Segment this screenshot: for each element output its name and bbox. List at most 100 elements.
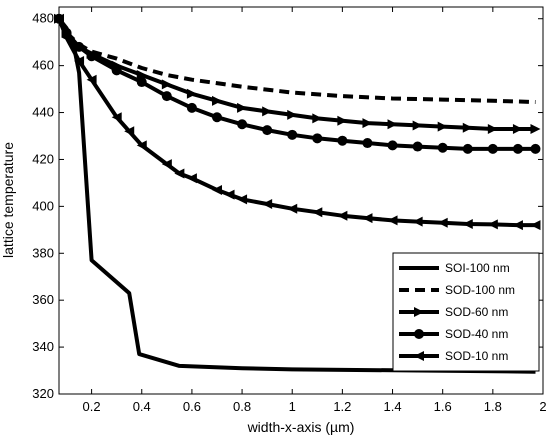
y-tick-label: 400 — [32, 198, 54, 213]
data-point — [387, 140, 398, 151]
data-point — [161, 159, 172, 170]
data-point — [512, 123, 523, 134]
data-point — [487, 219, 498, 230]
data-point — [124, 126, 135, 137]
legend-label: SOD-10 nm — [445, 349, 508, 363]
data-point — [487, 143, 498, 154]
data-point — [462, 143, 473, 154]
series-line — [57, 17, 536, 374]
legend-label: SOD-60 nm — [445, 305, 508, 319]
series-layer — [54, 13, 541, 374]
data-point — [61, 32, 72, 43]
x-tick-label: 0.4 — [133, 399, 151, 414]
data-point — [211, 112, 222, 123]
data-point — [437, 142, 448, 153]
data-point — [362, 118, 373, 129]
data-point — [512, 143, 523, 154]
legend-label: SOD-100 nm — [445, 283, 515, 297]
y-tick-label: 360 — [32, 292, 54, 307]
data-point — [337, 210, 348, 221]
y-axis-ticks: 320 340 360 380 400 420 440 460 480 — [32, 11, 543, 401]
data-point — [362, 213, 373, 224]
series-sod-40-nm — [54, 13, 541, 154]
x-tick-label: 0.8 — [233, 399, 251, 414]
y-tick-label: 320 — [32, 386, 54, 401]
data-point — [462, 122, 473, 133]
data-point — [530, 220, 541, 231]
data-point — [530, 123, 541, 134]
data-point — [174, 168, 185, 179]
y-tick-label: 460 — [32, 58, 54, 73]
y-tick-label: 480 — [32, 11, 54, 26]
y-tick-label: 440 — [32, 105, 54, 120]
legend-label: SOD-40 nm — [445, 327, 508, 341]
series-sod-10-nm — [54, 13, 541, 231]
data-point — [86, 51, 97, 62]
data-point — [362, 138, 373, 149]
x-tick-label: 1.6 — [434, 399, 452, 414]
data-point — [530, 143, 541, 154]
data-point — [86, 74, 97, 85]
legend-label: SOI-100 nm — [445, 261, 510, 275]
y-tick-label: 340 — [32, 339, 54, 354]
legend-marker — [414, 307, 424, 317]
legend-entry: SOI-100 nm — [399, 261, 510, 275]
data-point — [211, 184, 222, 195]
data-point — [487, 123, 498, 134]
data-point — [136, 77, 147, 88]
data-point — [74, 55, 85, 66]
legend-entry: SOD-60 nm — [399, 305, 508, 319]
data-point — [437, 217, 448, 228]
data-point — [387, 215, 398, 226]
x-axis-ticks: 0.2 0.4 0.6 0.8 1 1.2 1.4 1.6 1.8 2 — [83, 7, 547, 414]
data-point — [186, 102, 197, 113]
data-point — [387, 119, 398, 130]
y-tick-label: 380 — [32, 245, 54, 260]
data-point — [312, 133, 323, 144]
x-tick-label: 0.6 — [183, 399, 201, 414]
legend-entry: SOD-100 nm — [399, 283, 515, 297]
data-point — [412, 216, 423, 227]
y-axis-label: lattice temperature — [0, 142, 16, 258]
data-point — [136, 140, 147, 151]
series-line — [57, 17, 536, 151]
data-point — [186, 88, 197, 99]
series-soi-100-nm — [57, 17, 536, 374]
data-point — [287, 203, 298, 214]
data-point — [186, 173, 197, 184]
data-point — [161, 91, 172, 102]
data-point — [412, 141, 423, 152]
data-point — [462, 218, 473, 229]
x-tick-label: 1 — [289, 399, 296, 414]
data-point — [111, 65, 122, 76]
data-point — [262, 106, 273, 117]
legend-entry: SOD-40 nm — [399, 327, 508, 341]
x-tick-label: 1.8 — [484, 399, 502, 414]
data-point — [437, 121, 448, 132]
legend-marker — [414, 329, 424, 339]
data-point — [224, 189, 235, 200]
data-point — [237, 194, 248, 205]
data-point — [237, 119, 248, 130]
legend-marker — [414, 351, 424, 361]
data-point — [211, 95, 222, 106]
x-tick-label: 1.4 — [383, 399, 401, 414]
data-point — [262, 125, 273, 136]
data-point — [337, 135, 348, 146]
data-point — [337, 115, 348, 126]
data-point — [262, 199, 273, 210]
data-point — [237, 102, 248, 113]
data-point — [161, 79, 172, 90]
x-tick-label: 1.2 — [333, 399, 351, 414]
data-point — [111, 112, 122, 123]
data-point — [312, 207, 323, 218]
data-point — [512, 220, 523, 231]
data-point — [287, 109, 298, 120]
x-tick-label: 0.2 — [83, 399, 101, 414]
series-line — [57, 17, 536, 131]
legend: SOI-100 nm SOD-100 nm SOD-60 nm SOD-40 nm SO… — [392, 252, 540, 372]
data-point — [312, 113, 323, 124]
data-point — [412, 120, 423, 131]
data-point — [54, 13, 64, 24]
